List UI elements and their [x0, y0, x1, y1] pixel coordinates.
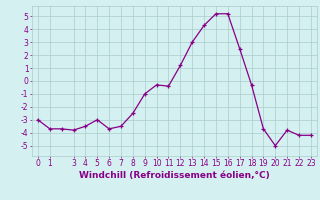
X-axis label: Windchill (Refroidissement éolien,°C): Windchill (Refroidissement éolien,°C) — [79, 171, 270, 180]
